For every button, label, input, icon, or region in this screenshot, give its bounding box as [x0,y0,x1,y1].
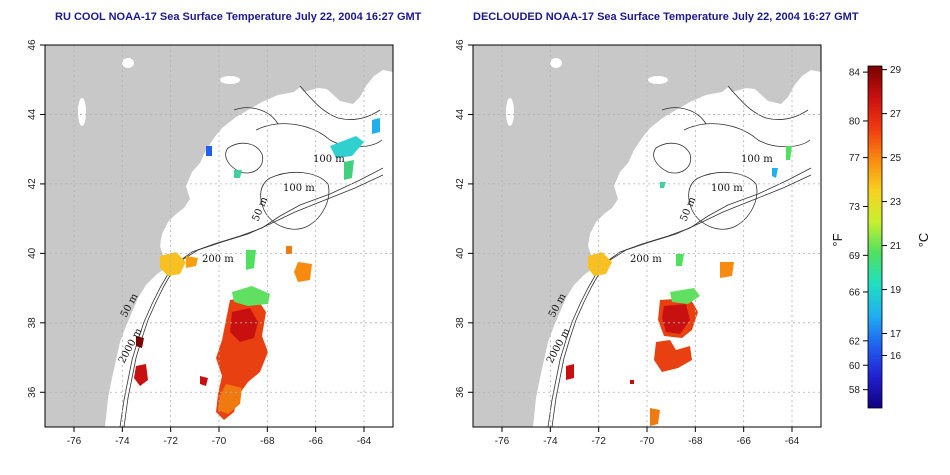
fahrenheit-tick-label: 80 [849,116,861,127]
x-tick-label: -74 [115,436,130,447]
celsius-tick-label: 21 [890,241,902,252]
left-map-title: RU COOL NOAA-17 Sea Surface Temperature … [55,11,422,23]
y-tick-label: 40 [27,247,38,259]
right-land-mass [473,45,821,427]
y-tick-label: 46 [27,39,38,51]
contour-label-100m-north: 100 m [741,154,773,165]
celsius-tick-label: 16 [890,351,902,362]
celsius-axis-label: °C [916,233,931,248]
right-sst-map: 100 m 100 m 50 m 200 m 50 m 2000 m -76 -7… [455,39,822,447]
x-tick-label: -68 [260,436,275,447]
fahrenheit-tick-label: 66 [849,287,861,298]
left-grid [45,44,393,427]
x-tick-label: -72 [163,436,178,447]
x-tick-label: -68 [688,436,703,447]
temperature-colorbar: 84 80 77 73 69 66 62 60 58 29 27 25 23 21 19 17 16 °F °… [830,65,931,409]
x-tick-label: -66 [308,436,323,447]
celsius-tick-label: 29 [890,65,902,76]
left-land-mass [45,45,393,427]
fahrenheit-tick-label: 84 [849,68,861,79]
contour-label-200m: 200 m [202,254,234,265]
y-tick-label: 42 [455,178,466,190]
x-tick-label: -74 [543,436,558,447]
fahrenheit-tick-label: 73 [849,202,861,213]
celsius-tick-label: 25 [890,153,902,164]
y-tick-label: 38 [27,317,38,329]
celsius-tick-label: 19 [890,285,902,296]
x-tick-label: -72 [591,436,606,447]
colorbar-fahrenheit-ticks: 84 80 77 73 69 66 62 60 58 [849,68,868,396]
right-lakes [506,58,668,126]
left-lakes [78,58,240,126]
y-tick-label: 40 [455,247,466,259]
celsius-tick-label: 17 [890,329,902,340]
y-tick-label: 44 [455,108,466,120]
x-tick-label: -66 [736,436,751,447]
x-tick-label: -76 [495,436,510,447]
left-axis-ticks: -76 -74 -72 -70 -68 -66 -64 36 38 40 42 44 46 [27,39,372,447]
fahrenheit-tick-label: 60 [849,361,861,372]
y-tick-label: 42 [27,178,38,190]
contour-label-100m-east: 100 m [283,183,315,194]
y-tick-label: 36 [27,386,38,398]
contour-label-100m-east: 100 m [711,183,743,194]
right-sst-patches [566,146,792,426]
left-sst-map: 100 m 100 m 50 m 200 m 50 m 2000 m -76 -7… [27,39,394,447]
x-tick-label: -76 [67,436,82,447]
x-tick-label: -64 [785,436,800,447]
fahrenheit-tick-label: 69 [849,251,861,262]
y-tick-label: 38 [455,317,466,329]
contour-label-200m: 200 m [630,254,662,265]
right-map-title: DECLOUDED NOAA-17 Sea Surface Temperatur… [473,11,859,23]
x-tick-label: -64 [357,436,372,447]
celsius-tick-label: 23 [890,197,902,208]
colorbar-celsius-ticks: 29 27 25 23 21 19 17 16 [882,65,902,362]
celsius-tick-label: 27 [890,109,902,120]
contour-label-100m-north: 100 m [313,154,345,165]
x-tick-label: -70 [212,436,227,447]
y-tick-label: 44 [27,108,38,120]
fahrenheit-axis-label: °F [830,233,845,246]
y-tick-label: 46 [455,39,466,51]
x-tick-label: -70 [640,436,655,447]
y-tick-label: 36 [455,386,466,398]
fahrenheit-tick-label: 58 [849,385,861,396]
left-sst-patches [134,118,380,420]
fahrenheit-tick-label: 77 [849,153,861,164]
colorbar-gradient [867,65,883,409]
right-axis-ticks: -76 -74 -72 -70 -68 -66 -64 36 38 40 42 44 46 [455,39,800,447]
fahrenheit-tick-label: 62 [849,336,861,347]
